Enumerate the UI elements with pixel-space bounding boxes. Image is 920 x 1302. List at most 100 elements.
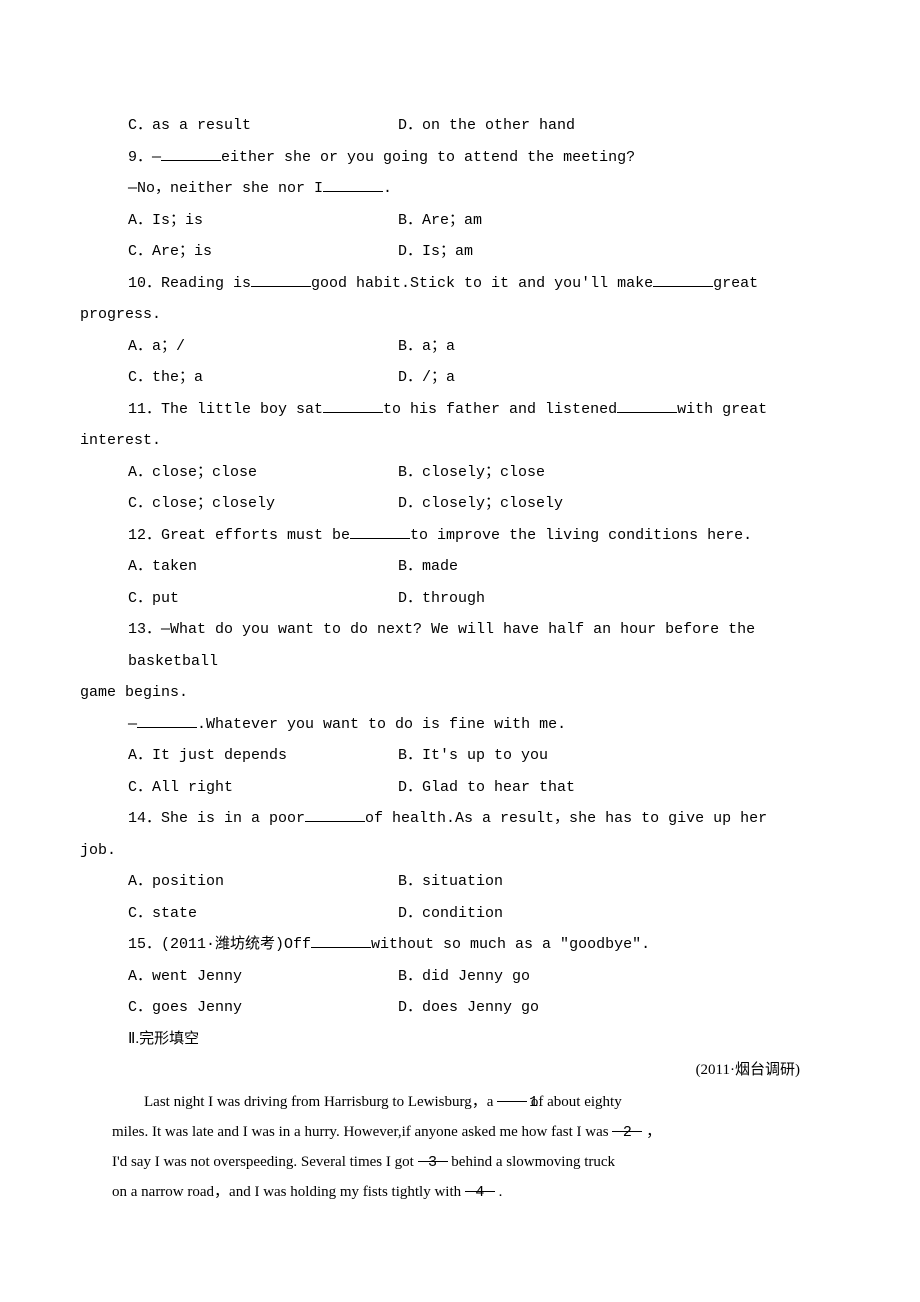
q13-stem: 13．—What do you want to do next? We will… — [80, 614, 840, 677]
q13-opt-b: B．It's up to you — [398, 740, 840, 772]
q10-stem-mid: good habit.Stick to it and you'll make — [311, 275, 653, 292]
blank — [617, 398, 677, 413]
q9-opt-d: D．Is；am — [398, 236, 840, 268]
q9-options-ab: A．Is；is B．Are；am — [80, 205, 840, 237]
passage-line-4: on a narrow road，and I was holding my fi… — [80, 1177, 840, 1207]
passage-line-2: miles. It was late and I was in a hurry.… — [80, 1117, 840, 1147]
q13-opt-c: C．All right — [128, 772, 398, 804]
passage-text: I'd say I was not over­speeding. Several… — [112, 1154, 414, 1170]
q14-options-ab: A．position B．situation — [80, 866, 840, 898]
q10-stem-post: great — [713, 275, 758, 292]
q12-stem: 12．Great efforts must be to improve the l… — [80, 520, 840, 552]
q10-cont: progress. — [80, 299, 840, 331]
q9-stem-pre: 9．— — [128, 149, 161, 166]
passage-text: on a narrow road，and I was holding my fi… — [112, 1184, 461, 1200]
q10-options-cd: C．the；a D．/；a — [80, 362, 840, 394]
passage-text: Last night I was driving from Harrisburg… — [144, 1094, 493, 1110]
cloze-blank-1: 1 — [497, 1088, 527, 1103]
q10-opt-a: A．a；/ — [128, 331, 398, 363]
q11-stem-pre: 11．The little boy sat — [128, 401, 323, 418]
q10-opt-c: C．the；a — [128, 362, 398, 394]
q9-opt-b: B．Are；am — [398, 205, 840, 237]
blank — [323, 178, 383, 193]
blank — [161, 146, 221, 161]
q13-line2: — .Whatever you want to do is fine with m… — [80, 709, 840, 741]
q13-options-cd: C．All right D．Glad to hear that — [80, 772, 840, 804]
q15-opt-c: C．goes Jenny — [128, 992, 398, 1024]
q8-opt-c: C．as a result — [128, 110, 398, 142]
q13-line2-post: .Whatever you want to do is fine with me… — [197, 716, 566, 733]
q12-stem-post: to improve the living conditions here. — [410, 527, 752, 544]
q11-opt-b: B．closely；close — [398, 457, 840, 489]
q11-opt-d: D．closely；closely — [398, 488, 840, 520]
q14-opt-b: B．situation — [398, 866, 840, 898]
q9-line2-post: . — [383, 180, 392, 197]
q12-options-cd: C．put D．through — [80, 583, 840, 615]
q11-stem: 11．The little boy sat to his father and l… — [80, 394, 840, 426]
q9-opt-c: C．Are；is — [128, 236, 398, 268]
passage-line-1: Last night I was driving from Harrisburg… — [80, 1087, 840, 1117]
q13-opt-d: D．Glad to hear that — [398, 772, 840, 804]
passage-text: miles. It was late and I was in a hurry.… — [112, 1124, 609, 1140]
q12-opt-c: C．put — [128, 583, 398, 615]
q15-opt-d: D．does Jenny go — [398, 992, 840, 1024]
q14-opt-d: D．condition — [398, 898, 840, 930]
cloze-blank-3: 3 — [418, 1148, 448, 1163]
blank — [350, 524, 410, 539]
q13-opt-a: A．It just depends — [128, 740, 398, 772]
blank — [251, 272, 311, 287]
cloze-blank-2: 2 — [612, 1118, 642, 1133]
q9-options-cd: C．Are；is D．Is；am — [80, 236, 840, 268]
q12-options-ab: A．taken B．made — [80, 551, 840, 583]
section-2-title: Ⅱ.完形填空 — [80, 1024, 840, 1056]
q13-options-ab: A．It just depends B．It's up to you — [80, 740, 840, 772]
q13-cont: game begins. — [80, 677, 840, 709]
blank — [305, 808, 365, 823]
q11-opt-a: A．close；close — [128, 457, 398, 489]
q10-opt-d: D．/；a — [398, 362, 840, 394]
q10-stem-pre: 10．Reading is — [128, 275, 251, 292]
q14-opt-c: C．state — [128, 898, 398, 930]
blank — [311, 934, 371, 949]
q15-stem-pre: 15．(2011·潍坊统考)Off — [128, 936, 311, 953]
blank — [323, 398, 383, 413]
q9-opt-a: A．Is；is — [128, 205, 398, 237]
q10-options-ab: A．a；/ B．a；a — [80, 331, 840, 363]
blank — [137, 713, 197, 728]
q15-opt-b: B．did Jenny go — [398, 961, 840, 993]
q15-stem: 15．(2011·潍坊统考)Off without so much as a "g… — [80, 929, 840, 961]
q12-opt-a: A．taken — [128, 551, 398, 583]
exam-page: C．as a result D．on the other hand 9．—eit… — [0, 0, 920, 1267]
q11-stem-mid: to his father and listened — [383, 401, 617, 418]
passage-source: (2011·烟台调研) — [80, 1055, 840, 1087]
q10-opt-b: B．a；a — [398, 331, 840, 363]
q15-options-cd: C．goes Jenny D．does Jenny go — [80, 992, 840, 1024]
q15-options-ab: A．went Jenny B．did Jenny go — [80, 961, 840, 993]
passage-line-3: I'd say I was not over­speeding. Several… — [80, 1147, 840, 1177]
q9-line2-pre: —No，neither she nor I — [128, 180, 323, 197]
q12-opt-d: D．through — [398, 583, 840, 615]
q8-opt-d: D．on the other hand — [398, 110, 840, 142]
q14-stem: 14．She is in a poor of health.As a result… — [80, 803, 840, 835]
q14-cont: job. — [80, 835, 840, 867]
q14-opt-a: A．position — [128, 866, 398, 898]
q11-cont: interest. — [80, 425, 840, 457]
q11-stem-post: with great — [677, 401, 767, 418]
passage-text: behind a slow­moving truck — [451, 1154, 615, 1170]
cloze-blank-4: 4 — [465, 1178, 495, 1193]
q12-stem-pre: 12．Great efforts must be — [128, 527, 350, 544]
q11-opt-c: C．close；closely — [128, 488, 398, 520]
q15-stem-post: without so much as a "goodbye". — [371, 936, 650, 953]
q13-line2-pre: — — [128, 716, 137, 733]
q14-stem-pre: 14．She is in a poor — [128, 810, 305, 827]
q9-line2: —No，neither she nor I. — [80, 173, 840, 205]
passage-text: . — [499, 1184, 503, 1200]
q10-stem: 10．Reading is good habit.Stick to it and … — [80, 268, 840, 300]
q15-opt-a: A．went Jenny — [128, 961, 398, 993]
q9-stem: 9．—either she or you going to attend the… — [80, 142, 840, 174]
passage-text: ， — [646, 1124, 661, 1140]
passage-text: of about eighty — [531, 1094, 622, 1110]
q14-stem-post: of health.As a result，she has to give up… — [365, 810, 767, 827]
q14-options-cd: C．state D．condition — [80, 898, 840, 930]
q12-opt-b: B．made — [398, 551, 840, 583]
